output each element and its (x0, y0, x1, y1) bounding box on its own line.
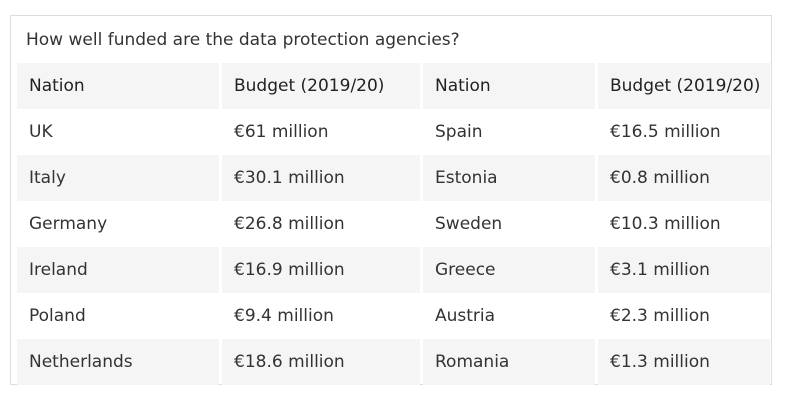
budget-cell: €3.1 million (598, 247, 770, 293)
table-row: Netherlands €18.6 million Romania €1.3 m… (17, 339, 770, 385)
nation-cell: Italy (17, 155, 219, 201)
header-nation-2: Nation (423, 63, 595, 109)
nation-cell: Sweden (423, 201, 595, 247)
nation-cell: Estonia (423, 155, 595, 201)
header-nation-1: Nation (17, 63, 219, 109)
nation-cell: Austria (423, 293, 595, 339)
budget-cell: €10.3 million (598, 201, 770, 247)
budget-cell: €30.1 million (222, 155, 420, 201)
budget-cell: €9.4 million (222, 293, 420, 339)
nation-cell: UK (17, 109, 219, 155)
budget-cell: €1.3 million (598, 339, 770, 385)
header-budget-1: Budget (2019/20) (222, 63, 420, 109)
nation-cell: Germany (17, 201, 219, 247)
budget-cell: €16.5 million (598, 109, 770, 155)
table-row: Italy €30.1 million Estonia €0.8 million (17, 155, 770, 201)
table-row: Poland €9.4 million Austria €2.3 million (17, 293, 770, 339)
budget-cell: €0.8 million (598, 155, 770, 201)
table-row: Ireland €16.9 million Greece €3.1 millio… (17, 247, 770, 293)
nation-cell: Ireland (17, 247, 219, 293)
budget-cell: €16.9 million (222, 247, 420, 293)
budget-cell: €26.8 million (222, 201, 420, 247)
table-caption: How well funded are the data protection … (26, 30, 460, 50)
nation-cell: Spain (423, 109, 595, 155)
budget-cell: €61 million (222, 109, 420, 155)
header-row: Nation Budget (2019/20) Nation Budget (2… (17, 63, 770, 109)
budget-cell: €18.6 million (222, 339, 420, 385)
table-container: How well funded are the data protection … (10, 15, 772, 385)
nation-cell: Romania (423, 339, 595, 385)
header-budget-2: Budget (2019/20) (598, 63, 770, 109)
budget-cell: €2.3 million (598, 293, 770, 339)
nation-cell: Poland (17, 293, 219, 339)
table-row: UK €61 million Spain €16.5 million (17, 109, 770, 155)
table-row: Germany €26.8 million Sweden €10.3 milli… (17, 201, 770, 247)
nation-cell: Greece (423, 247, 595, 293)
nation-cell: Netherlands (17, 339, 219, 385)
budget-table: Nation Budget (2019/20) Nation Budget (2… (14, 63, 773, 385)
